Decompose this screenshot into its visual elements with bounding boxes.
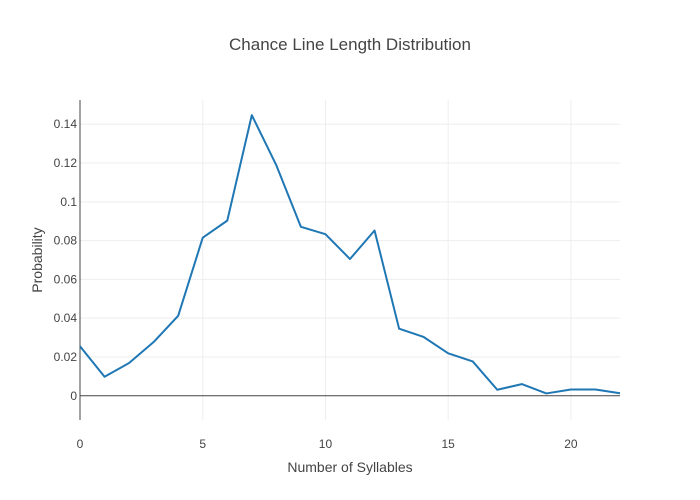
y-tick-label: 0.08: [54, 234, 78, 248]
x-tick-label: 15: [442, 437, 456, 451]
data-point: [545, 392, 547, 394]
data-point: [398, 328, 400, 330]
data-point: [226, 220, 228, 222]
y-axis-title: Probability: [29, 227, 45, 292]
y-tick-label: 0.1: [60, 195, 77, 209]
data-point: [300, 226, 302, 228]
x-axis-title: Number of Syllables: [287, 459, 412, 475]
x-tick-label: 10: [319, 437, 333, 451]
y-tick-label: 0: [70, 389, 77, 403]
data-point: [104, 376, 106, 378]
grid-layer: [80, 100, 620, 420]
series-line: [79, 114, 621, 395]
y-tick-label: 0.14: [54, 117, 78, 131]
y-tick-label: 0.04: [54, 311, 78, 325]
data-point: [447, 352, 449, 354]
data-point: [275, 164, 277, 166]
data-point: [374, 230, 376, 232]
data-point: [496, 389, 498, 391]
data-point: [521, 383, 523, 385]
data-point: [251, 114, 253, 116]
data-point: [570, 389, 572, 391]
y-tick-label: 0.06: [54, 272, 78, 286]
data-point: [202, 237, 204, 239]
x-tick-label: 0: [77, 437, 84, 451]
x-tick-label: 5: [199, 437, 206, 451]
x-tick-labels: 0 5 10 15 20: [77, 437, 578, 451]
data-point: [594, 389, 596, 391]
y-tick-label: 0.12: [54, 156, 78, 170]
data-point: [79, 345, 81, 347]
x-tick-label: 20: [564, 437, 578, 451]
data-point: [472, 360, 474, 362]
series-layer: [79, 114, 621, 395]
y-tick-label: 0.02: [54, 350, 78, 364]
chart-title: Chance Line Length Distribution: [229, 35, 471, 54]
axis-layer: [79, 100, 620, 420]
data-point: [349, 258, 351, 260]
data-point: [423, 336, 425, 338]
data-point: [177, 315, 179, 317]
data-point: [619, 392, 621, 394]
y-tick-labels: 0 0.02 0.04 0.06 0.08 0.1 0.12 0.14: [54, 117, 78, 403]
data-point: [153, 341, 155, 343]
data-point: [324, 233, 326, 235]
data-point: [128, 362, 130, 364]
